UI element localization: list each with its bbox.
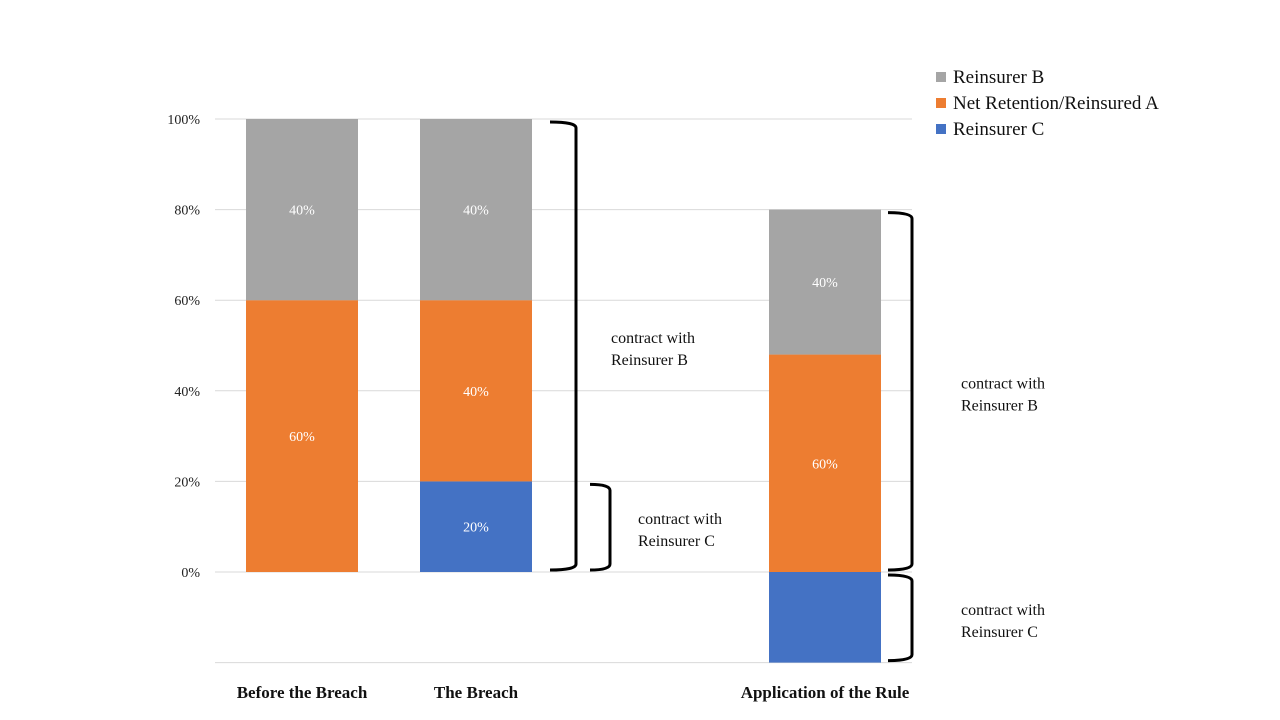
legend-swatch	[936, 72, 946, 82]
category-label: Application of the Rule	[741, 683, 910, 702]
annotation-line2: Reinsurer C	[961, 624, 1038, 641]
data-label: 60%	[812, 457, 838, 472]
category-label: The Breach	[434, 683, 519, 702]
bar-segment	[420, 300, 532, 482]
brace	[887, 573, 914, 663]
bar-segment	[246, 119, 358, 301]
data-label: 40%	[812, 276, 838, 291]
data-label: 20%	[463, 521, 489, 536]
brace	[589, 482, 612, 572]
bar-segment	[769, 209, 881, 355]
bar-segment	[420, 119, 532, 301]
annotation-line2: Reinsurer B	[611, 352, 688, 369]
y-tick-label: 60%	[174, 294, 200, 309]
annotation-line1: contract with	[638, 511, 722, 528]
y-tick-label: 100%	[167, 113, 200, 128]
annotation-line2: Reinsurer C	[638, 533, 715, 550]
legend-label: Net Retention/Reinsured A	[953, 93, 1159, 114]
category-label: Before the Breach	[237, 683, 368, 702]
y-tick-label: 40%	[174, 385, 200, 400]
data-label: 60%	[289, 430, 315, 445]
annotation-line1: contract with	[961, 375, 1045, 392]
data-label: 40%	[463, 385, 489, 400]
bar-segment	[769, 354, 881, 572]
legend-label: Reinsurer B	[953, 67, 1044, 88]
data-label: 40%	[463, 204, 489, 219]
bar-segment	[420, 481, 532, 572]
brace	[549, 120, 578, 572]
annotation-line2: Reinsurer B	[961, 397, 1038, 414]
annotation-line1: contract with	[961, 602, 1045, 619]
y-tick-label: 0%	[181, 566, 200, 581]
y-tick-label: 20%	[174, 475, 200, 490]
legend-swatch	[936, 98, 946, 108]
legend-label: Reinsurer C	[953, 119, 1044, 140]
legend-swatch	[936, 124, 946, 134]
annotation-line1: contract with	[611, 330, 695, 347]
brace	[887, 211, 914, 572]
bar-segment	[769, 572, 881, 663]
bar-segment	[246, 300, 358, 572]
data-label: 40%	[289, 204, 315, 219]
y-tick-label: 80%	[174, 204, 200, 219]
